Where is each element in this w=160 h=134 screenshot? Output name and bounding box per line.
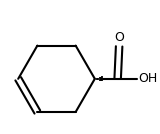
Text: O: O <box>114 31 124 44</box>
Text: OH: OH <box>138 72 158 85</box>
